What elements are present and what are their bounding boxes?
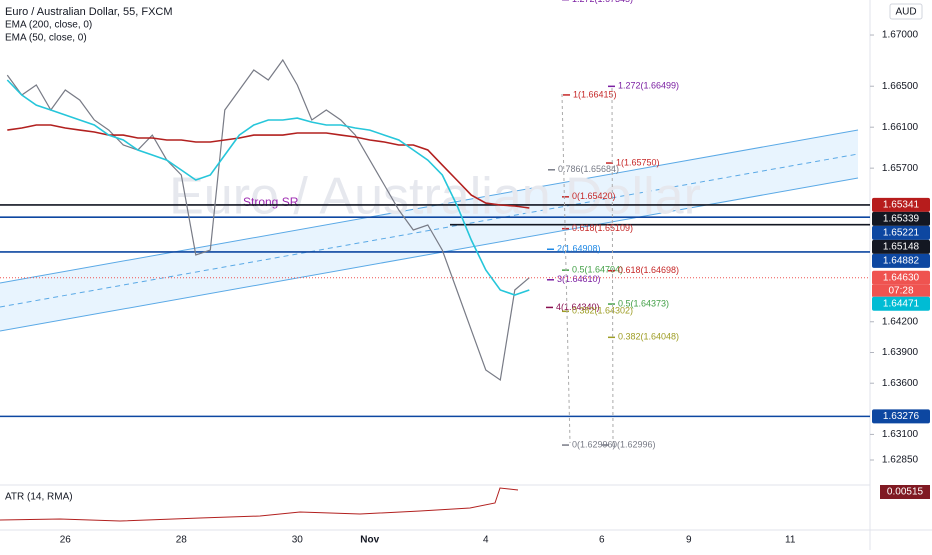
price-badge-label: 1.63276 — [883, 411, 920, 422]
y-tick-label: 1.67000 — [882, 30, 919, 41]
price-badge-label: 1.64882 — [883, 256, 920, 267]
fib-label: 1(1.66415) — [573, 89, 617, 99]
atr-line — [0, 487, 519, 522]
x-tick-label: Nov — [360, 535, 379, 546]
price-badge-label: 1.65339 — [883, 214, 920, 225]
price-badge-label: 1.65341 — [883, 200, 920, 211]
currency[interactable]: AUD — [895, 7, 916, 18]
channel-mid — [0, 153, 859, 308]
x-tick-label: 9 — [686, 535, 692, 546]
price-badge — [872, 197, 930, 212]
fib-label: 0.5(1.64373) — [618, 298, 669, 308]
fib-label: 1.272(1.67345) — [572, 0, 633, 4]
price-badge-label: 1.64471 — [883, 298, 920, 309]
ema-line — [6, 79, 530, 296]
legend-entry: EMA (200, close, 0) — [5, 20, 92, 31]
price-badge — [872, 270, 930, 285]
price-badge — [872, 253, 930, 268]
y-tick-label: 1.63600 — [882, 378, 919, 389]
y-tick-label: 1.66100 — [882, 122, 919, 133]
price-line — [6, 58, 530, 382]
fib-label: 3(1.64610) — [557, 274, 601, 284]
fib-label: 0(1.65420) — [572, 191, 616, 201]
legend-entry: EMA (50, close, 0) — [5, 33, 87, 44]
x-tick-label: 30 — [292, 535, 304, 546]
atr-badge — [880, 485, 930, 499]
fib-label: 0.618(1.65109) — [572, 223, 633, 233]
channel-bottom — [0, 177, 859, 332]
y-tick-label: 1.62850 — [882, 455, 919, 466]
fib-label: 4(1.64340) — [556, 302, 600, 312]
fib-label: 0.382(1.64302) — [572, 306, 633, 316]
y-tick-label: 1.65700 — [882, 163, 919, 174]
channel-top — [0, 129, 859, 284]
fib-label: 0(1.62996) — [572, 439, 616, 449]
y-tick-label: 1.64200 — [882, 316, 919, 327]
fib-label: 1.272(1.66499) — [618, 81, 679, 91]
fib-label: 0(1.62996) — [612, 439, 656, 449]
price-badge — [872, 239, 930, 254]
price-badge-label: 1.64630 — [883, 272, 920, 283]
price-badge-label: 1.65221 — [883, 228, 920, 239]
note: Strong SR — [243, 195, 299, 209]
fib-label: 0.5(1.64704) — [572, 265, 623, 275]
ema-line — [7, 124, 530, 209]
price-badge-label: 1.65148 — [883, 242, 920, 253]
projection — [561, 93, 571, 444]
y-tick-label: 1.66500 — [882, 81, 919, 92]
fib-label: 0.786(1.65684) — [558, 164, 619, 174]
price-badge — [872, 409, 930, 424]
fib-label: 1(1.65750) — [616, 157, 660, 167]
x-tick-label: 26 — [60, 535, 72, 546]
projection — [611, 87, 614, 444]
price-badge — [872, 296, 930, 311]
x-tick-label: 28 — [176, 535, 188, 546]
fib-label: 0.618(1.64698) — [618, 265, 679, 275]
price-badge — [872, 211, 930, 226]
atr-value: 0.00515 — [887, 487, 924, 498]
x-tick-label: 11 — [785, 535, 796, 546]
x-tick-label: 4 — [483, 535, 489, 546]
y-tick-label: 1.63100 — [882, 429, 919, 440]
countdown-badge — [872, 284, 930, 297]
price-badge — [872, 225, 930, 240]
fib-label: 0.382(1.64048) — [618, 332, 679, 342]
atr-title: ATR (14, RMA) — [5, 492, 73, 503]
y-tick-label: 1.63900 — [882, 347, 919, 358]
fib-label: 2(1.64908) — [557, 244, 601, 254]
x-tick-label: 6 — [599, 535, 605, 546]
countdown: 07:28 — [888, 285, 913, 296]
chart-title: Euro / Australian Dollar, 55, FXCM — [5, 6, 173, 18]
currency-button[interactable] — [889, 3, 923, 20]
